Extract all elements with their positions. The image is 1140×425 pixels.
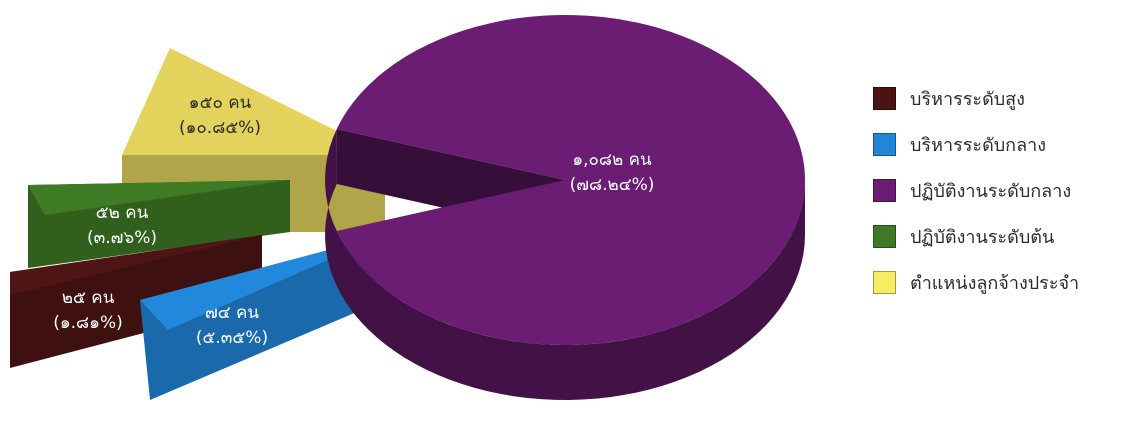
legend-label: บริหารระดับกลาง <box>910 134 1047 156</box>
slice-value-label: ๒๕ คน <box>62 288 115 308</box>
slice-percent-label: (๑.๘๑%) <box>53 313 123 333</box>
legend-label: ตำแหน่งลูกจ้างประจำ <box>910 272 1080 294</box>
legend-label: ปฏิบัติงานระดับต้น <box>910 226 1055 248</box>
slice-top-1 <box>140 235 385 330</box>
legend-label: บริหารระดับสูง <box>910 88 1025 110</box>
legend-label: ปฏิบัติงานระดับกลาง <box>910 180 1072 202</box>
slice-value-label: ๕๒ คน <box>96 203 149 223</box>
legend-item-executive-senior: บริหารระดับสูง <box>873 82 1079 114</box>
legend-swatch <box>873 86 896 110</box>
slice-top-4 <box>122 48 385 155</box>
slice-value-label: ๗๔ คน <box>205 303 259 323</box>
slice-value-label: ๑๕๐ คน <box>189 93 252 113</box>
slice-percent-label: (๗๘.๒๔%) <box>570 175 655 195</box>
legend: บริหารระดับสูง บริหารระดับกลาง ปฏิบัติงา… <box>873 82 1079 298</box>
slice-labels: ๒๕ คน (๑.๘๑%) ๗๔ คน (๕.๓๕%) ๑,๐๘๒ คน (๗๘.๒๔%)… <box>53 93 654 348</box>
legend-item-permanent-employee: ตำแหน่งลูกจ้างประจำ <box>873 266 1079 298</box>
slice-value-label: ๑,๐๘๒ คน <box>572 150 652 170</box>
legend-swatch <box>873 270 896 294</box>
legend-item-operational-junior: ปฏิบัติงานระดับต้น <box>873 220 1079 252</box>
slice-side-1 <box>140 235 385 400</box>
legend-item-operational-middle: ปฏิบัติงานระดับกลาง <box>873 174 1079 206</box>
slice-percent-label: (๕.๓๕%) <box>196 328 268 348</box>
slice-top-0 <box>10 235 262 295</box>
main-slice-side <box>325 129 805 400</box>
pie-slices <box>10 14 805 400</box>
slice-percent-label: (๑๐.๘๕%) <box>179 118 261 138</box>
legend-swatch <box>873 224 896 248</box>
slice-percent-label: (๓.๗๖%) <box>87 228 157 248</box>
legend-item-executive-middle: บริหารระดับกลาง <box>873 128 1079 160</box>
legend-swatch <box>873 178 896 202</box>
legend-swatch <box>873 132 896 156</box>
main-slice-top <box>336 14 805 346</box>
slice-top-3 <box>28 180 290 215</box>
